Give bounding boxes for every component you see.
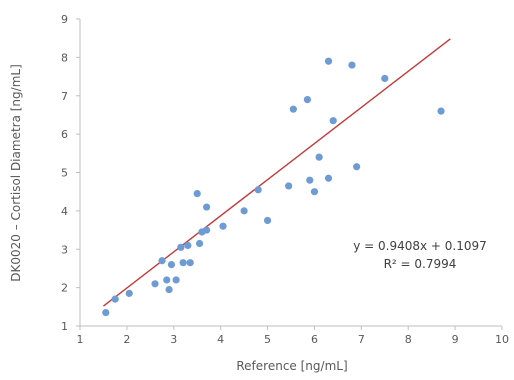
x-tick-label: 9	[452, 333, 459, 346]
x-tick-label: 10	[495, 333, 509, 346]
data-point	[179, 259, 187, 267]
y-tick-label: 6	[61, 128, 68, 141]
data-point	[315, 153, 323, 161]
data-point	[219, 222, 227, 230]
y-tick-label: 7	[61, 90, 68, 103]
data-point	[184, 241, 192, 250]
y-tick-label: 9	[61, 13, 68, 26]
y-tick-label: 8	[61, 51, 68, 64]
data-point	[353, 163, 361, 171]
data-point	[306, 176, 314, 184]
data-point	[324, 174, 333, 182]
data-point	[254, 186, 262, 194]
y-tick-label: 1	[61, 320, 68, 333]
data-point	[324, 57, 333, 65]
data-point	[151, 280, 159, 288]
x-tick-label: 7	[358, 333, 365, 346]
data-point	[193, 190, 201, 198]
y-tick-label: 3	[61, 243, 68, 256]
data-point	[165, 285, 173, 294]
data-point	[203, 203, 211, 211]
y-tick-label: 4	[61, 205, 68, 218]
data-point	[111, 295, 119, 303]
x-tick-label: 3	[170, 333, 177, 346]
x-tick-label: 2	[123, 333, 130, 346]
data-point	[186, 259, 194, 267]
data-point	[303, 95, 312, 104]
x-tick-label: 1	[77, 333, 84, 346]
x-tick-label: 8	[405, 333, 412, 346]
x-tick-label: 6	[311, 333, 318, 346]
data-point	[203, 226, 211, 234]
data-point	[310, 188, 319, 196]
data-point	[125, 289, 133, 297]
x-axis-label: Reference [ng/mL]	[236, 359, 347, 373]
data-point	[240, 207, 248, 215]
data-point	[437, 107, 445, 115]
data-point	[381, 74, 389, 83]
axes: 1 2 3 4 5 6 7 8 9 10 1 2 3 4 5 6 7 8 9	[61, 13, 509, 346]
data-point	[158, 257, 166, 265]
data-point	[348, 61, 356, 69]
data-point	[163, 276, 171, 284]
data-points	[102, 57, 445, 317]
y-axis-label: DK0020 – Cortisol Diametra [ng/mL]	[9, 64, 23, 282]
data-point	[263, 216, 272, 225]
data-point	[177, 243, 185, 251]
data-point	[102, 308, 110, 317]
x-tick-label: 4	[217, 333, 224, 346]
data-point	[195, 239, 204, 248]
equation-annotation: y = 0.9408x + 0.1097	[353, 239, 487, 253]
r-squared-annotation: R² = 0.7994	[384, 257, 457, 271]
data-point	[289, 105, 297, 113]
y-tick-label: 5	[61, 167, 68, 180]
data-point	[172, 276, 180, 284]
data-point	[167, 261, 176, 269]
x-tick-label: 5	[264, 333, 271, 346]
data-point	[285, 182, 293, 190]
y-tick-label: 2	[61, 282, 68, 295]
data-point	[329, 117, 337, 125]
